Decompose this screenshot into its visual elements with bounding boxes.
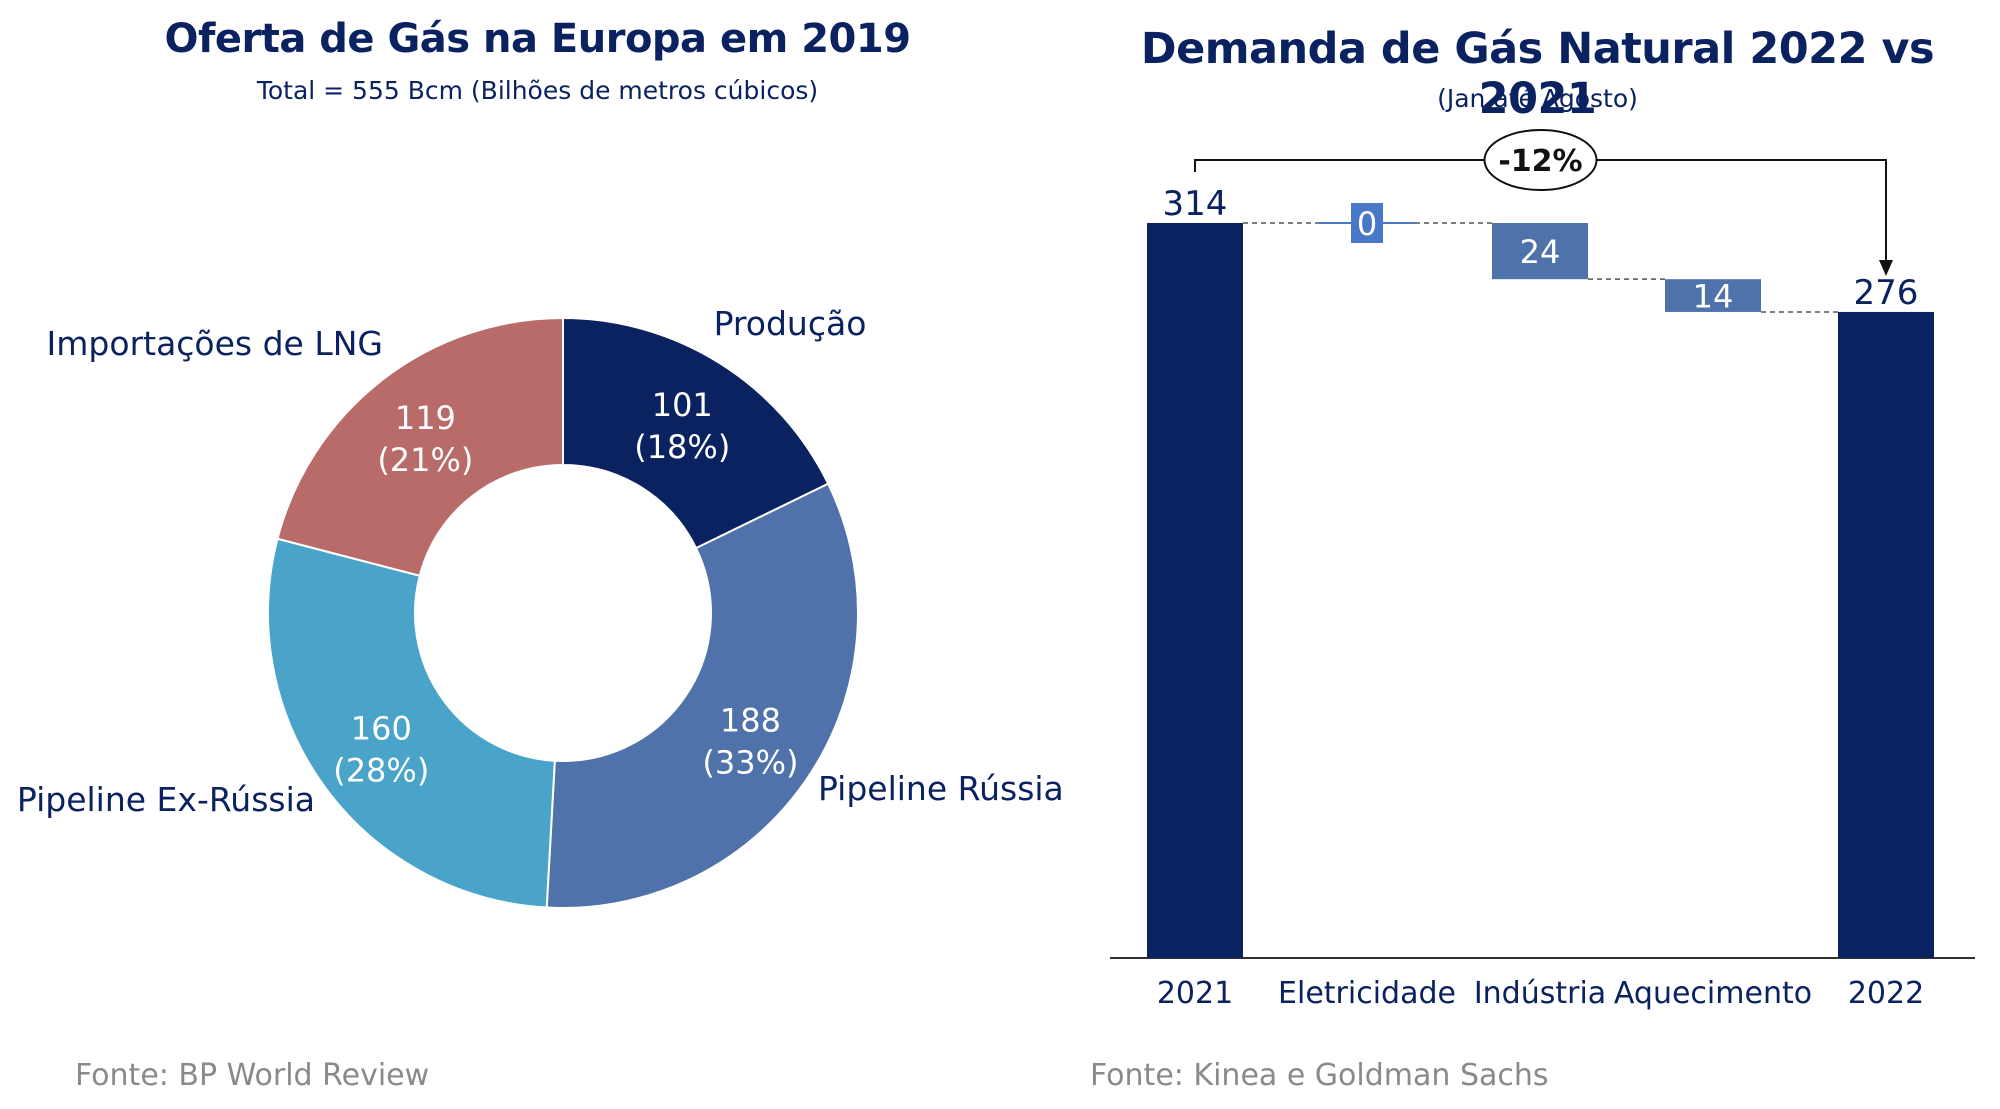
slice-percent-label: (21%) (377, 441, 473, 479)
slice-percent-label: (28%) (333, 752, 429, 790)
demand-title: Demanda de Gás Natural 2022 vs 2021 (1140, 24, 1935, 124)
supply-panel: Oferta de Gás na Europa em 2019 Total = … (17, 16, 1064, 1093)
slice-value-label: 188 (720, 701, 781, 739)
supply-source: Fonte: BP World Review (75, 1058, 430, 1093)
donut-slice-importacoes-de-lng (276, 316, 564, 577)
demand-subtitle: (Jan até Agosto) (1437, 84, 1638, 113)
bar-2022 (1838, 311, 1934, 958)
donut-chart: 101 (18%) Produção 188 (33%) Pipeline Rússia 1… (17, 304, 1064, 909)
bar-industria (1492, 223, 1588, 280)
zero-label-box (1351, 203, 1383, 243)
bar-value-label: 276 (1854, 273, 1919, 313)
slice-category-label: Pipeline Rússia (818, 769, 1064, 808)
bar-aquecimento (1665, 279, 1761, 312)
supply-subtitle: Total = 555 Bcm (Bilhões de metros cúbic… (256, 76, 819, 105)
change-label: -12% (1498, 144, 1582, 179)
waterfall-chart: 314 2021 0 Eletricidade 24 Indústria 14 Aquecim… (1110, 129, 1975, 1011)
slice-value-label: 101 (652, 386, 713, 424)
change-badge (1483, 129, 1598, 191)
bar-value-label: 24 (1520, 233, 1561, 271)
bar-value-label: 0 (1357, 205, 1377, 243)
change-arrowhead (1879, 259, 1893, 276)
x-tick-label: Eletricidade (1278, 976, 1456, 1011)
slice-category-label: Produção (714, 304, 867, 343)
x-tick-label: Aquecimento (1614, 976, 1812, 1011)
slice-value-label: 119 (395, 399, 456, 437)
slice-percent-label: (18%) (634, 428, 730, 466)
donut-slice-pipeline-russia (545, 482, 859, 909)
slice-value-label: 160 (351, 710, 412, 748)
slice-category-label: Importações de LNG (47, 324, 383, 363)
donut-slice-producao (562, 316, 830, 550)
bar-value-label: 14 (1693, 278, 1734, 316)
demand-source: Fonte: Kinea e Goldman Sachs (1090, 1058, 1549, 1093)
slice-percent-label: (33%) (702, 743, 798, 781)
x-tick-label: 2022 (1848, 976, 1924, 1011)
donut-slice-pipeline-ex-russia (267, 537, 556, 909)
supply-title: Oferta de Gás na Europa em 2019 (164, 16, 911, 62)
x-tick-label: 2021 (1157, 976, 1233, 1011)
bar-2021 (1147, 223, 1243, 958)
bar-value-label: 314 (1163, 184, 1228, 224)
slice-category-label: Pipeline Ex-Rússia (17, 780, 315, 819)
x-tick-label: Indústria (1474, 976, 1606, 1011)
demand-panel: Demanda de Gás Natural 2022 vs 2021 (Jan… (1075, 0, 2000, 1109)
